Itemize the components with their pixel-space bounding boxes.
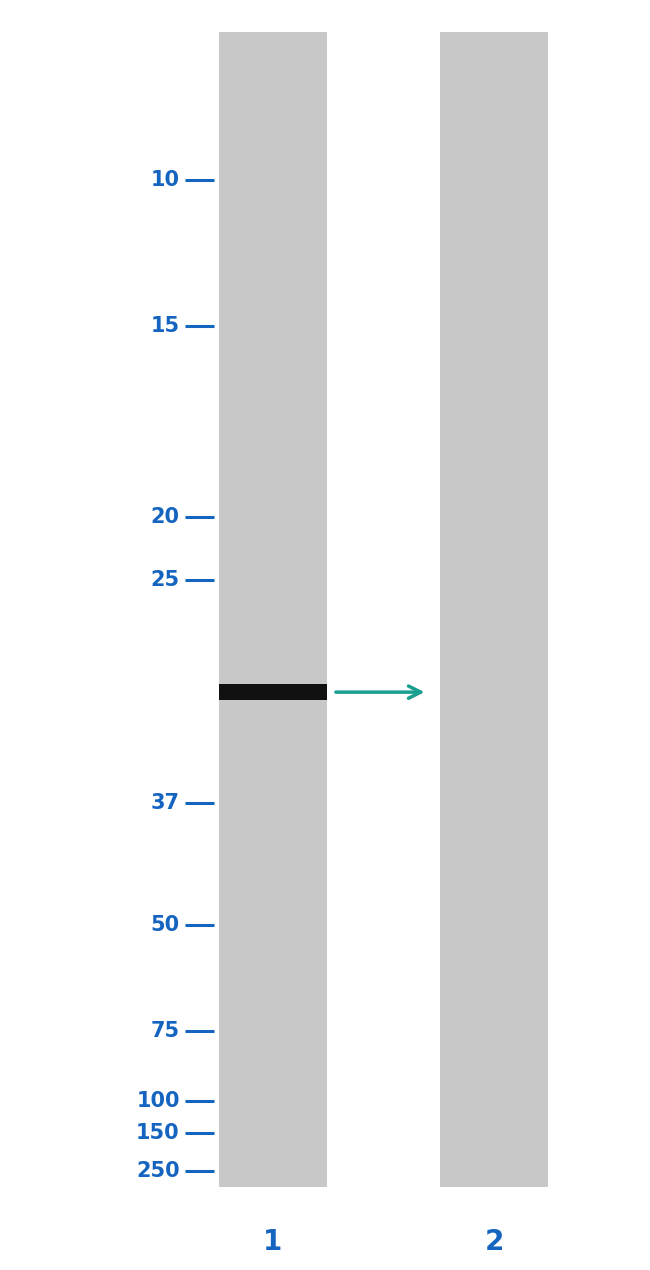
Text: 250: 250 xyxy=(136,1161,179,1181)
Bar xyxy=(441,32,547,1187)
Bar xyxy=(219,32,326,1187)
Bar xyxy=(219,683,326,701)
Text: 1: 1 xyxy=(263,1228,283,1256)
Text: 10: 10 xyxy=(151,170,179,190)
Text: 75: 75 xyxy=(151,1021,179,1041)
Text: 100: 100 xyxy=(136,1091,179,1111)
Text: 50: 50 xyxy=(151,914,179,935)
Text: 150: 150 xyxy=(136,1123,179,1143)
Text: 25: 25 xyxy=(151,570,179,591)
Text: 15: 15 xyxy=(151,316,179,337)
Text: 37: 37 xyxy=(151,792,179,813)
Text: 20: 20 xyxy=(151,507,179,527)
Text: 2: 2 xyxy=(484,1228,504,1256)
